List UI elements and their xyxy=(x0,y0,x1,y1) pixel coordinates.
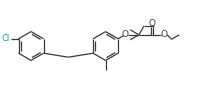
Text: Cl: Cl xyxy=(1,34,10,43)
Text: O: O xyxy=(160,30,167,39)
Text: O: O xyxy=(148,19,155,28)
Text: O: O xyxy=(121,30,129,39)
